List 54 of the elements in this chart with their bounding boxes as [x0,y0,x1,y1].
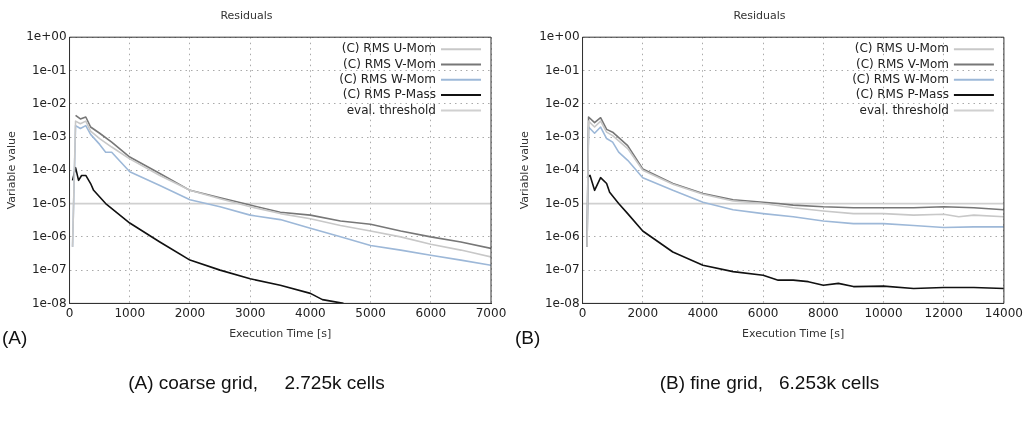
x-tick-label: 10000 [864,305,903,320]
y-tick-label: 1e-06 [31,228,67,243]
y-tick-label: 1e-04 [544,162,580,177]
y-tick-label: 1e-07 [544,262,580,277]
x-tick-label: 6000 [747,305,779,320]
y-tick-label: 1e-05 [31,195,67,210]
legend-label: (C) RMS W-Mom [852,71,949,86]
x-tick-label: 1000 [114,305,146,320]
x-tick-label: 4000 [295,305,326,320]
text: (A) coarse grid, 2.725k cells [127,372,386,394]
legend-label: (C) RMS U-Mom [341,41,436,56]
chart-title: Residuals [733,9,786,23]
y-tick-label: 1e-08 [544,295,580,310]
y-tick-label: 1e+00 [539,29,580,44]
y-axis-title: Variable value [518,131,532,210]
x-axis-title: Execution Time [s] [229,327,332,341]
y-tick-label: 1e-05 [544,195,580,210]
x-tick-label: 14000 [984,305,1024,320]
y-tick-label: 1e-01 [31,62,67,77]
x-tick-label: 3000 [234,305,266,320]
x-tick-label: 2000 [627,305,659,320]
legend-label: (C) RMS P-Mass [342,87,436,102]
legend-label: (C) RMS W-Mom [339,71,436,86]
y-tick-label: 1e-08 [31,295,67,310]
y-axis-title: Variable value [5,131,19,210]
x-tick-label: 7000 [475,305,507,320]
legend-label: (C) RMS V-Mom [343,56,436,71]
y-tick-label: 1e-06 [544,228,580,243]
text: (B) [515,327,541,349]
y-tick-label: 1e-01 [544,62,580,77]
y-tick-label: 1e-02 [544,95,580,110]
y-tick-label: 1e-03 [544,129,580,144]
y-tick-label: 1e+00 [26,29,67,44]
legend-label: eval. threshold [859,102,949,117]
legend-label: (C) RMS V-Mom [856,56,949,71]
legend-label: (C) RMS P-Mass [855,87,949,102]
x-tick-label: 0 [65,305,74,320]
y-tick-label: 1e-02 [31,95,67,110]
x-tick-label: 5000 [355,305,386,320]
x-tick-label: 0 [578,305,587,320]
x-tick-label: 2000 [174,305,206,320]
y-tick-label: 1e-04 [31,162,67,177]
y-tick-label: 1e-03 [31,129,67,144]
x-tick-label: 12000 [924,305,963,320]
chart-title: Residuals [220,9,273,23]
legend-label: eval. threshold [346,102,436,117]
x-axis-title: Execution Time [s] [742,327,845,341]
x-tick-label: 6000 [415,305,447,320]
text: (A) [2,327,28,349]
x-tick-label: 8000 [808,305,839,320]
legend-label: (C) RMS U-Mom [854,41,949,56]
text: (B) fine grid, 6.253k cells [658,372,881,394]
y-tick-label: 1e-07 [31,262,67,277]
x-tick-label: 4000 [687,305,719,320]
